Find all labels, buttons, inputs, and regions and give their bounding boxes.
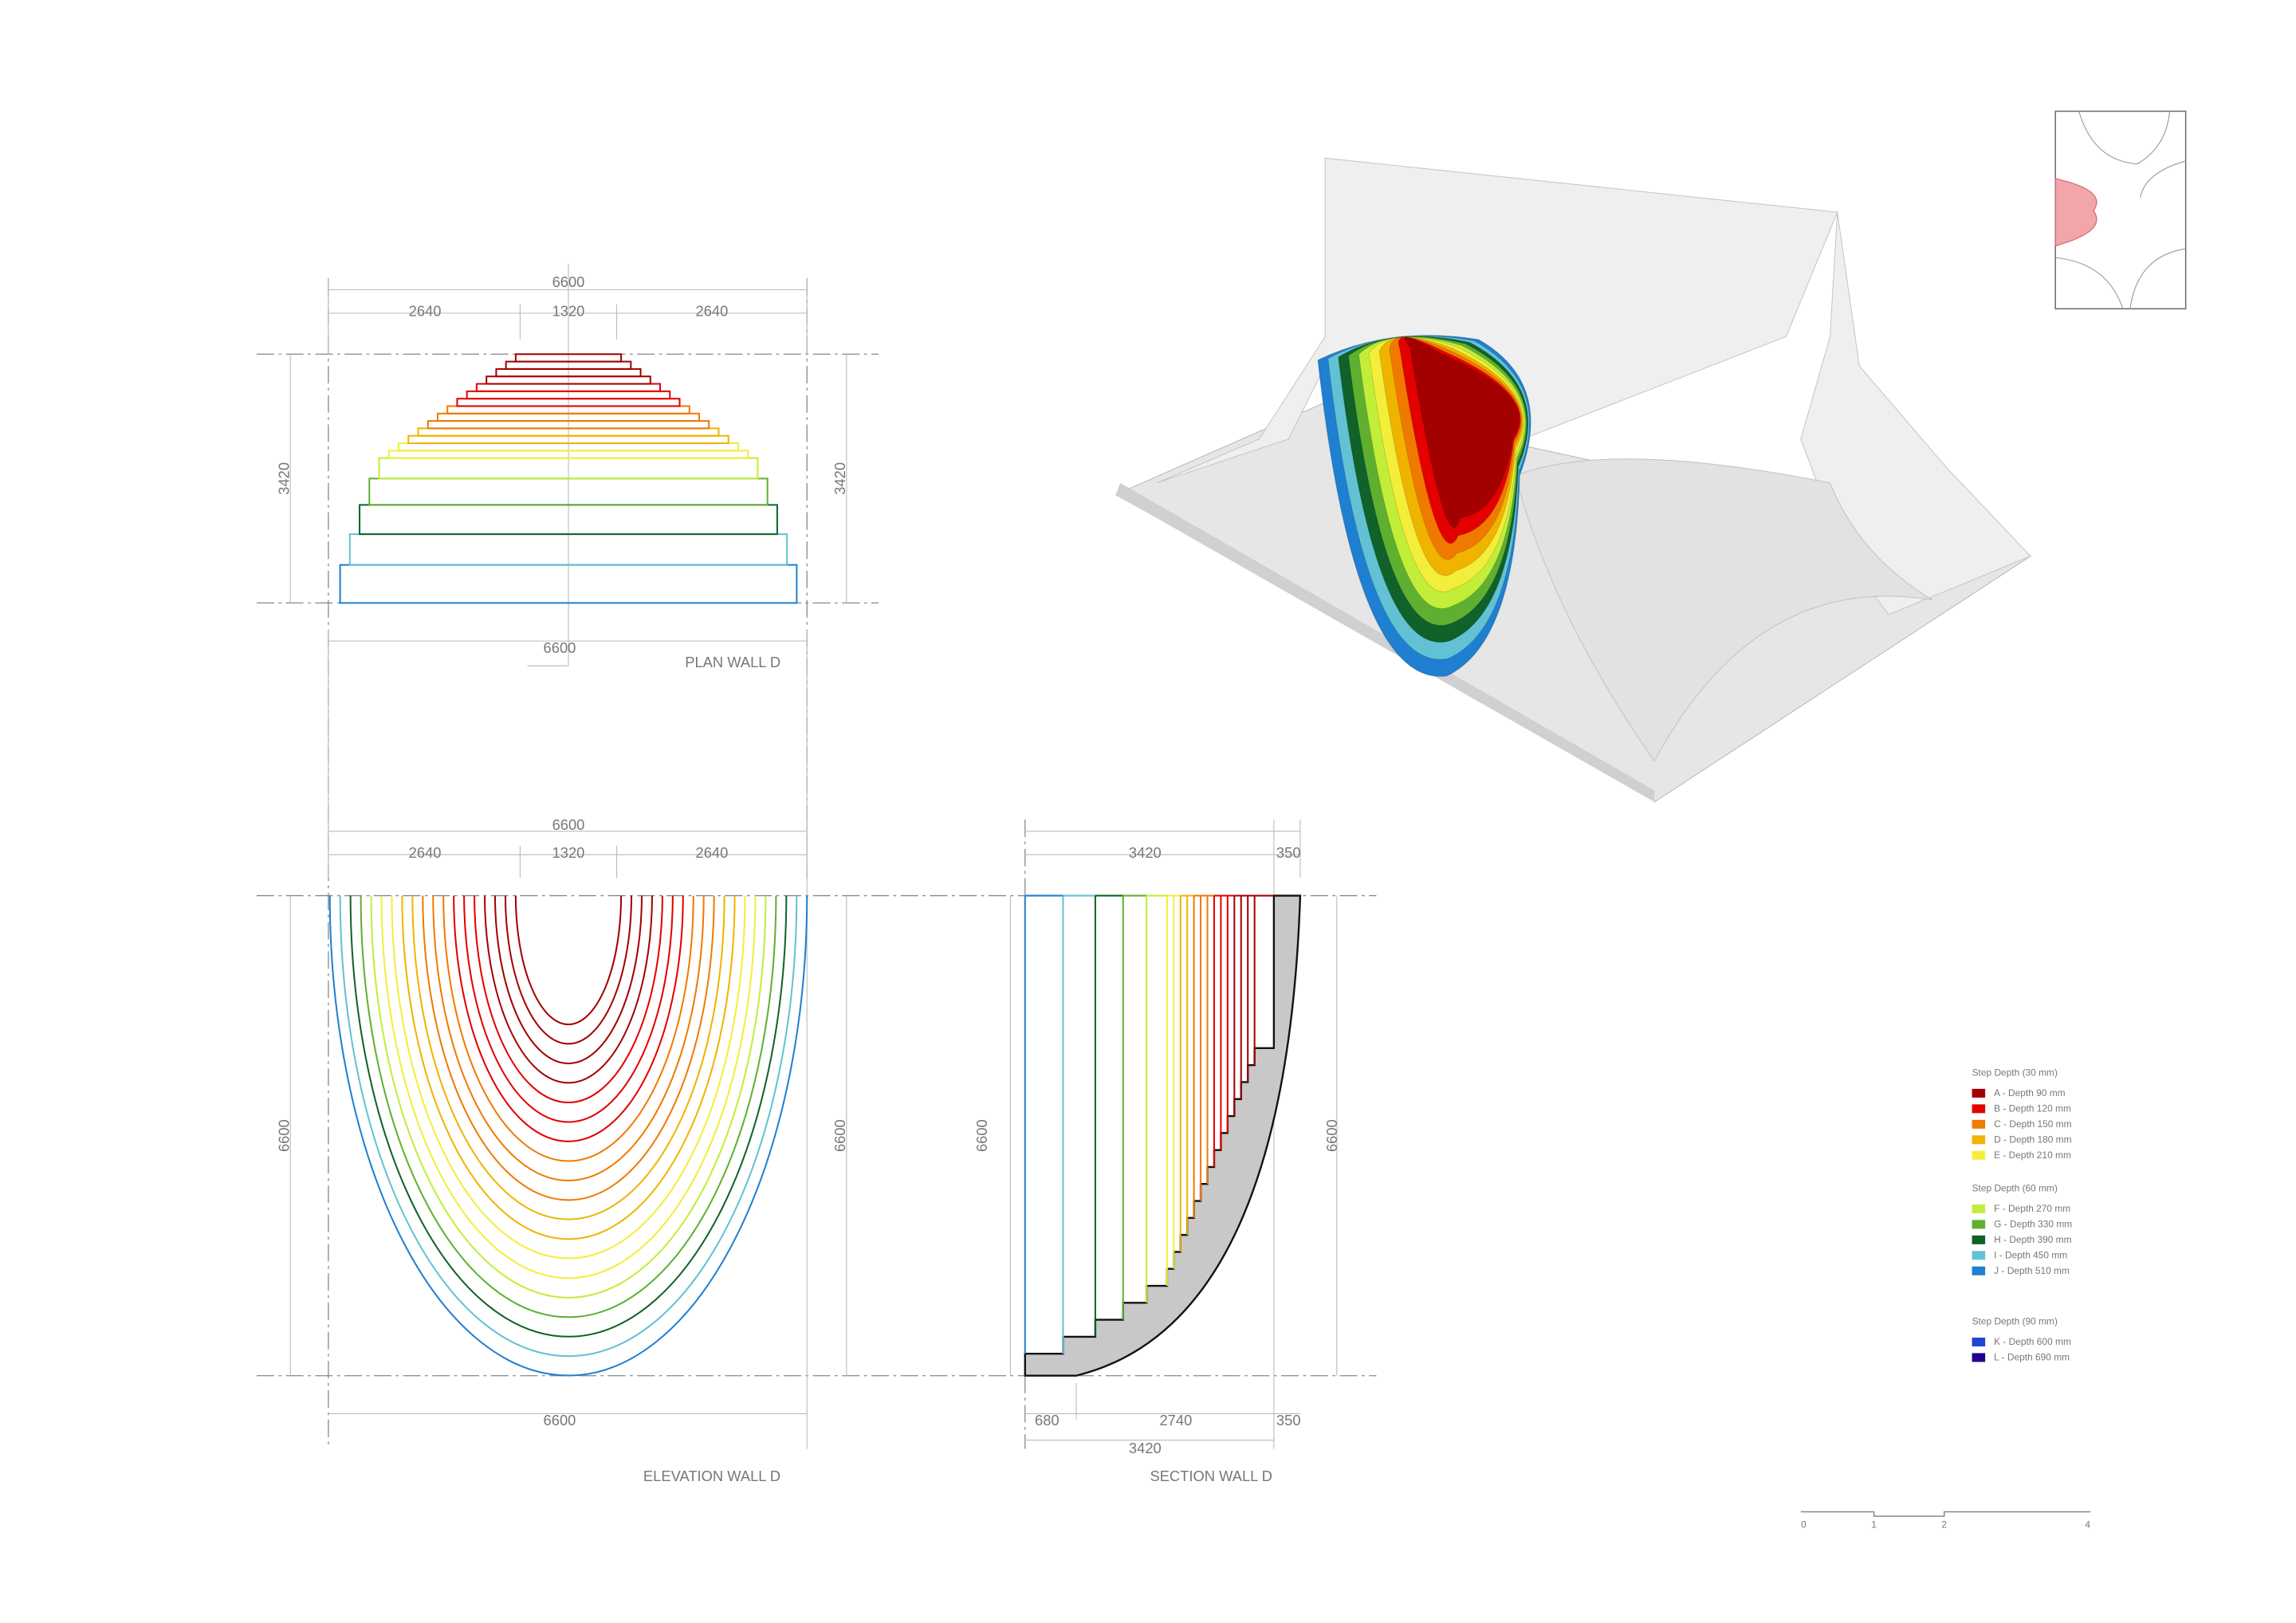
legend-swatch xyxy=(1972,1353,1986,1362)
scale-label: 4 xyxy=(2085,1519,2090,1531)
legend-title: Step Depth (30 mm) xyxy=(1972,1067,2058,1078)
dim-label: 6600 xyxy=(552,816,585,833)
elevation-contour xyxy=(380,895,757,1279)
elevation-contour xyxy=(391,895,746,1259)
legend-swatch xyxy=(1972,1235,1986,1244)
dim-label: 6600 xyxy=(832,1119,848,1152)
view-title: SECTION WALL D xyxy=(1150,1468,1272,1484)
scale-bar xyxy=(1800,1511,2091,1517)
plan-step xyxy=(514,353,623,363)
elevation-contour xyxy=(484,895,653,1084)
legend-label: E - Depth 210 mm xyxy=(1994,1149,2071,1161)
dim-label: 6600 xyxy=(973,1119,990,1152)
legend-swatch xyxy=(1972,1088,1986,1098)
elevation-contour xyxy=(453,895,684,1142)
dim-label: 350 xyxy=(1276,844,1301,861)
elevation-contour xyxy=(339,895,798,1358)
key-plan xyxy=(2054,110,2187,310)
legend-label: G - Depth 330 mm xyxy=(1994,1219,2072,1230)
legend-title: Step Depth (60 mm) xyxy=(1972,1182,2058,1193)
elevation-contour xyxy=(349,895,788,1338)
view-title: ELEVATION WALL D xyxy=(643,1468,780,1484)
key-plan-lines xyxy=(2055,111,2186,309)
bowl-step xyxy=(1404,336,1520,529)
elevation-contour xyxy=(442,895,694,1162)
elevation-contour xyxy=(370,895,767,1299)
elevation-contour xyxy=(422,895,715,1201)
elevation-contour xyxy=(463,895,674,1123)
section-solid xyxy=(1024,894,1302,1377)
dim-label: 6600 xyxy=(1323,1119,1340,1152)
plan-contours xyxy=(339,353,798,604)
legend-label: F - Depth 270 mm xyxy=(1994,1203,2070,1214)
dim-label: 3420 xyxy=(832,462,848,495)
dimension-line xyxy=(1009,819,1338,1449)
model-bowl xyxy=(1317,335,1531,678)
elevation-contour xyxy=(411,895,725,1220)
legend-label: D - Depth 180 mm xyxy=(1994,1134,2071,1145)
legend-swatch xyxy=(1972,1135,1986,1145)
legend-swatch xyxy=(1972,1266,1986,1275)
legend-label: C - Depth 150 mm xyxy=(1994,1118,2071,1130)
legend-label: I - Depth 450 mm xyxy=(1994,1249,2067,1260)
legend-label: K - Depth 600 mm xyxy=(1994,1336,2071,1347)
scale-label: 0 xyxy=(1801,1519,1807,1531)
legend-swatch xyxy=(1972,1204,1986,1213)
view-title: PLAN WALL D xyxy=(685,654,780,670)
section-contours xyxy=(1024,894,1302,1377)
legend-swatch xyxy=(1972,1150,1986,1160)
legend-swatch xyxy=(1972,1119,1986,1129)
dim-label: 6600 xyxy=(552,273,585,290)
elevation-contour xyxy=(493,895,643,1064)
scale-label: 2 xyxy=(1941,1519,1947,1531)
elevation-contours xyxy=(328,895,808,1377)
dim-label: 2640 xyxy=(695,303,728,320)
dim-label: 3420 xyxy=(1129,844,1162,861)
model-walls xyxy=(1156,157,2031,615)
dim-label: 2640 xyxy=(409,303,442,320)
elevation-contour xyxy=(514,895,623,1026)
key-plan-highlight xyxy=(2054,178,2097,247)
rendered-model xyxy=(1115,157,2032,803)
legend: Step Depth (30 mm) A - Depth 90 mm B - Dep… xyxy=(1972,1067,2072,1363)
dim-label: 2740 xyxy=(1159,1412,1192,1428)
legend-label: A - Depth 90 mm xyxy=(1994,1087,2066,1098)
labels: 6600 2640 1320 2640 3420 3420 6600 PLAN … xyxy=(275,273,2090,1531)
legend-label: B - Depth 120 mm xyxy=(1994,1103,2071,1114)
model-edge xyxy=(1115,482,1655,803)
elevation-contour xyxy=(328,895,808,1377)
dim-label: 1320 xyxy=(552,303,585,320)
dim-label: 2640 xyxy=(409,844,442,861)
legend-label: H - Depth 390 mm xyxy=(1994,1234,2071,1245)
dim-label: 3420 xyxy=(1129,1440,1162,1456)
dimension-line xyxy=(289,263,847,878)
legend-title: Step Depth (90 mm) xyxy=(1972,1315,2058,1326)
legend-swatch xyxy=(1972,1338,1986,1347)
dim-label: 3420 xyxy=(275,462,292,495)
elevation-contour xyxy=(433,896,703,1181)
elevation-contour xyxy=(474,895,663,1103)
linework xyxy=(256,110,2187,1517)
dim-label: 2640 xyxy=(695,844,728,861)
legend-label: J - Depth 510 mm xyxy=(1994,1265,2070,1276)
dim-label: 680 xyxy=(1035,1412,1060,1428)
dim-label: 1320 xyxy=(552,844,585,861)
legend-label: L - Depth 690 mm xyxy=(1994,1352,2070,1363)
elevation-contour xyxy=(401,895,736,1240)
dim-label: 6600 xyxy=(544,1412,576,1428)
legend-swatch xyxy=(1972,1104,1986,1114)
elevation-contour xyxy=(360,895,777,1318)
legend-swatch xyxy=(1972,1220,1986,1229)
dim-label: 350 xyxy=(1276,1412,1301,1428)
dim-label: 6600 xyxy=(275,1119,292,1152)
model-wall-front xyxy=(1515,458,1933,762)
elevation-contour xyxy=(504,895,633,1045)
legend-swatch xyxy=(1972,1251,1986,1260)
scale-label: 1 xyxy=(1871,1519,1877,1531)
dim-label: 6600 xyxy=(544,639,576,656)
dimension-line xyxy=(289,819,847,1449)
